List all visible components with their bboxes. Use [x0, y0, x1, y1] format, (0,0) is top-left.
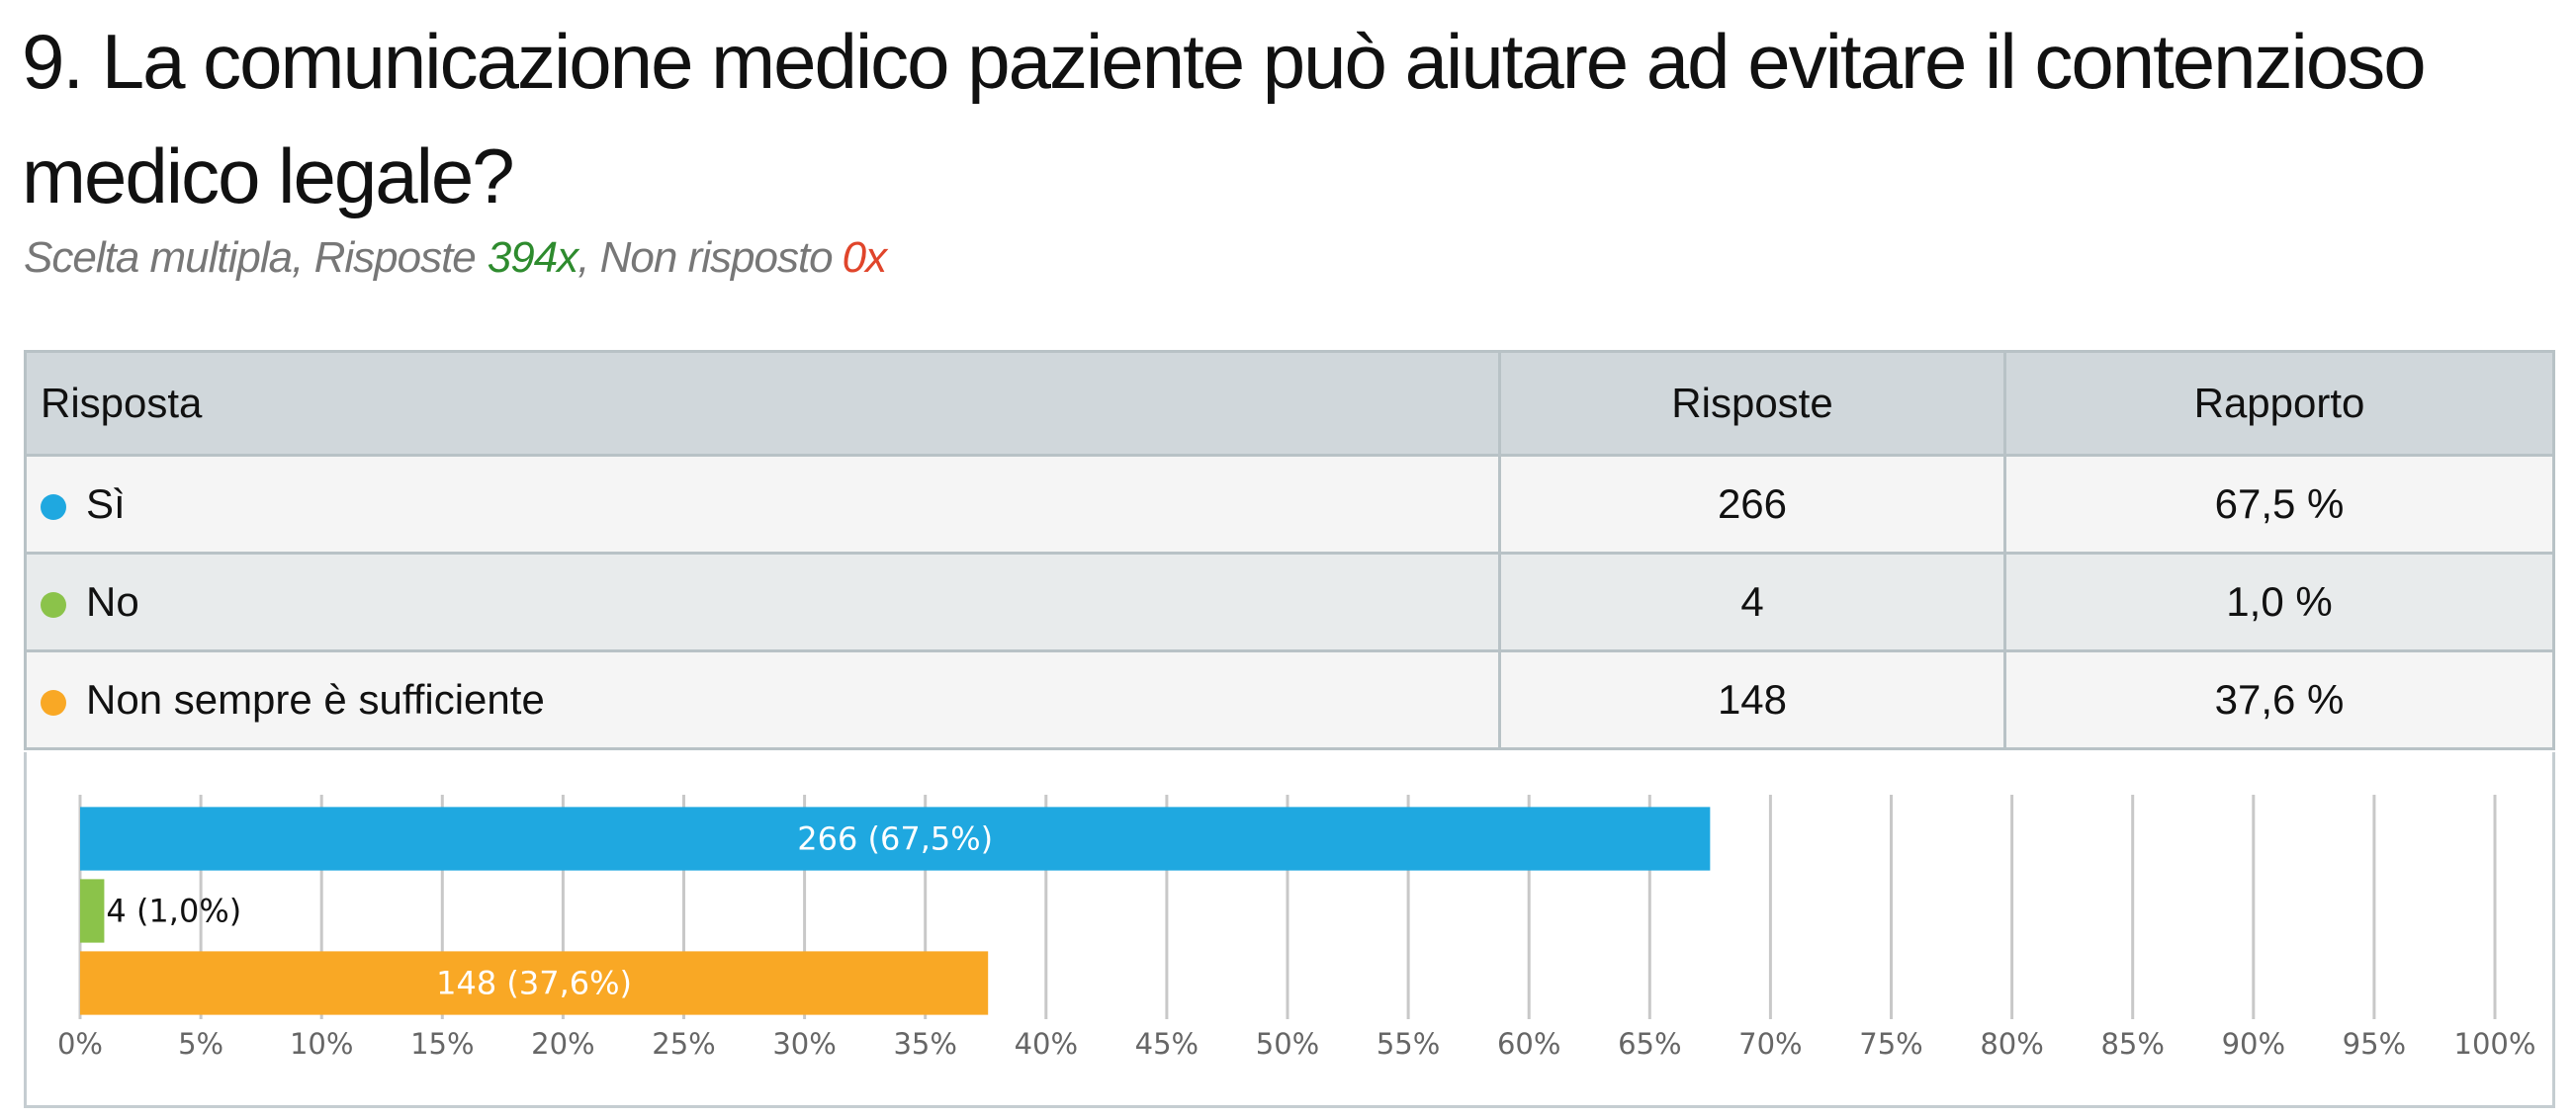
count-cell: 266	[1498, 454, 2006, 555]
x-tick-label: 90%	[2222, 1027, 2285, 1061]
legend-dot	[41, 591, 66, 618]
value-label: 148 (37,6%)	[436, 965, 632, 1002]
count-cell: 4	[1498, 552, 2006, 652]
row: Sì 266 67,5 %	[24, 454, 2555, 555]
x-tick-label: 30%	[772, 1027, 836, 1061]
ratio-cell: 67,5 %	[2003, 454, 2555, 555]
x-tick-label: 45%	[1135, 1027, 1199, 1061]
legend-dot	[41, 689, 66, 716]
x-tick-label: 60%	[1497, 1027, 1560, 1061]
legend-dot	[41, 493, 66, 520]
x-tick-label: 65%	[1618, 1027, 1681, 1061]
x-tick-label: 75%	[1859, 1027, 1922, 1061]
x-tick-label: 70%	[1738, 1027, 1802, 1061]
subtitle-separator: , Non risposto	[577, 233, 833, 282]
ratio-cell: 37,6 %	[2003, 649, 2555, 750]
x-tick-label: 10%	[290, 1027, 353, 1061]
x-tick-label: 100%	[2454, 1027, 2536, 1061]
x-tick-label: 25%	[652, 1027, 715, 1061]
x-tick-label: 50%	[1256, 1027, 1319, 1061]
column-header: Risposta	[24, 350, 1501, 457]
value-label: 266 (67,5%)	[797, 820, 993, 858]
header-row: Risposta Risposte Rapporto	[24, 350, 2555, 457]
x-tick-label: 35%	[893, 1027, 956, 1061]
x-tick-label: 80%	[1980, 1027, 2043, 1061]
value-label: 4 (1,0%)	[106, 893, 241, 930]
answer-cell: Sì	[24, 454, 1501, 555]
results-table: Risposta Risposte Rapporto Sì 266 67,5 % N…	[24, 350, 2555, 750]
answer-cell: Non sempre è sufficiente	[24, 649, 1501, 750]
question-title: 9. La comunicazione medico paziente può …	[22, 18, 2427, 219]
chart: 0% 5% 10% 15% 20% 25% 30% 35% 40% 45% 50% 55% 60% 65%…	[57, 795, 2536, 1061]
x-tick-label: 55%	[1377, 1027, 1440, 1061]
x-tick-label: 20%	[531, 1027, 594, 1061]
x-tick-label: 85%	[2100, 1027, 2164, 1061]
x-tick-label: 15%	[410, 1027, 474, 1061]
x-tick-label: 5%	[178, 1027, 223, 1061]
answer-label: Sì	[86, 480, 126, 527]
column-header: Rapporto	[2003, 350, 2555, 457]
bar	[80, 951, 989, 1015]
answer-cell: No	[24, 552, 1501, 652]
x-tick-label: 40%	[1015, 1027, 1078, 1061]
x-tick-label: 95%	[2343, 1027, 2406, 1061]
chart-panel: 0% 5% 10% 15% 20% 25% 30% 35% 40% 45% 50% 55% 60% 65%…	[24, 752, 2555, 1108]
count-cell: 148	[1498, 649, 2006, 750]
x-tick-label: 0%	[57, 1027, 103, 1061]
bar	[80, 807, 1711, 871]
question-type: Scelta multipla, Risposte	[24, 233, 477, 282]
subtitle: Scelta multipla, Risposte 394x, Non rispo…	[24, 233, 887, 283]
bar	[80, 879, 105, 943]
answer-label: Non sempre è sufficiente	[86, 676, 545, 723]
row: No 4 1,0 %	[24, 552, 2555, 652]
answer-label: No	[86, 578, 139, 625]
unanswered-count: 0x	[842, 233, 887, 282]
ratio-cell: 1,0 %	[2003, 552, 2555, 652]
column-header: Risposte	[1498, 350, 2006, 457]
row: Non sempre è sufficiente 148 37,6 %	[24, 649, 2555, 750]
answered-count: 394x	[487, 233, 578, 282]
